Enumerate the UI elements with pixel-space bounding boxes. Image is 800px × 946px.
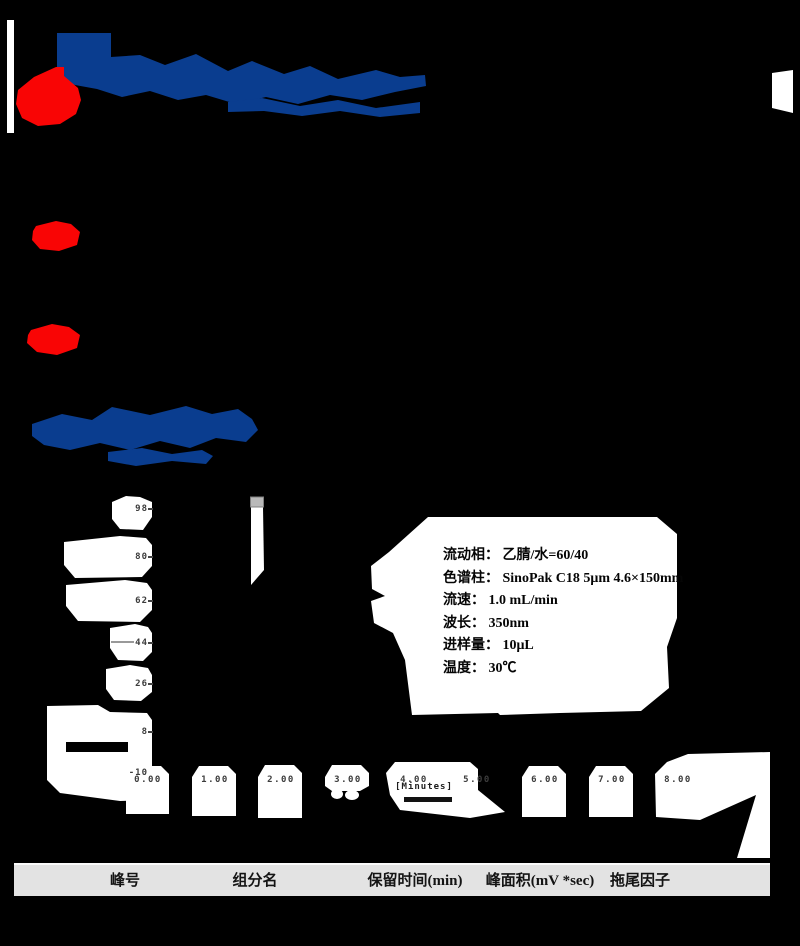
x-label-halo-6 — [522, 766, 566, 817]
baseline-halo-bottom-left — [47, 705, 152, 801]
x-tick-label-7: 7.00 — [598, 775, 626, 785]
x-tick-label-1: 1.00 — [201, 775, 229, 785]
y-tick-mark-98 — [148, 508, 153, 510]
table-header-peak-number: 峰号 — [109, 873, 141, 889]
y-label-halo-80 — [64, 536, 152, 578]
x-label-halo-4-5 — [386, 762, 505, 818]
x-label-3-noise-a — [331, 789, 343, 799]
condition-column: 色谱柱： SinoPak C18 5μm 4.6×150mm — [443, 571, 684, 586]
x-label-3-noise-b — [345, 790, 359, 800]
x-label-halo-3 — [325, 765, 369, 791]
table-header-tailing-factor: 拖尾因子 — [609, 873, 671, 889]
y-tick-mark-80 — [148, 556, 153, 558]
y-tick-mark-44 — [148, 642, 153, 644]
condition-mobile-phase: 流动相： 乙腈/水=60/40 — [443, 548, 589, 563]
company-subtitle-blue-text-blob — [228, 98, 420, 117]
table-header-peak-area: 峰面积(mV *sec) — [485, 873, 595, 889]
company-logo-red-shape — [16, 67, 81, 126]
company-logo-blue-shape — [57, 33, 426, 104]
table-top-border — [14, 863, 770, 865]
x-tick-label-5: 5.00 — [463, 775, 491, 785]
y-tick-label-44: 44 — [135, 638, 148, 648]
red-seal-blob-1 — [32, 221, 80, 251]
table-header-retention-time: 保留时间(min) — [367, 873, 463, 889]
y-label-halo-98 — [112, 496, 152, 530]
y-tick-label-n10: -10 — [128, 768, 148, 778]
x-label-4-5-smudge — [404, 797, 452, 802]
condition-flow-rate: 流速： 1.0 mL/min — [443, 593, 558, 608]
x-label-halo-7 — [589, 766, 633, 817]
x-tick-label-8: 8.00 — [664, 775, 692, 785]
margin-noise-right — [772, 70, 793, 113]
margin-noise-left — [7, 20, 14, 133]
x-label-halo-0 — [126, 766, 169, 814]
y-label-halo-62 — [66, 580, 152, 622]
y-tick-label-26: 26 — [135, 679, 148, 689]
y-tick-label-8: 8 — [141, 727, 148, 737]
y-tick-label-98: 98 — [135, 504, 148, 514]
condition-injection-volume: 进样量： 10μL — [443, 638, 534, 653]
condition-wavelength: 波长： 350nm — [443, 616, 529, 631]
table-header-band — [14, 865, 770, 896]
x-tick-label-6: 6.00 — [531, 775, 559, 785]
x-tick-label-2: 2.00 — [267, 775, 295, 785]
y-tick-label-62: 62 — [135, 596, 148, 606]
x-tick-label-3: 3.00 — [334, 775, 362, 785]
conditions-box-panel — [371, 517, 677, 715]
y-tick-mark-62 — [148, 600, 153, 602]
x-label-halo-1 — [192, 766, 236, 816]
x-label-halo-2 — [258, 765, 302, 818]
baseline-halo-notch — [66, 742, 128, 752]
x-label-halo-8 — [655, 752, 770, 858]
x-tick-label-0: 0.00 — [134, 775, 162, 785]
section-subheading-blue-blob — [108, 448, 213, 466]
y-tick-mark-8 — [148, 731, 153, 733]
chromatogram-peak — [251, 507, 264, 585]
red-seal-blob-2 — [27, 324, 80, 355]
x-tick-label-4: 4.00 — [400, 775, 428, 785]
section-heading-blue-blob — [32, 406, 258, 450]
peak-label-cap — [250, 496, 264, 508]
y-label-halo-26 — [106, 665, 152, 701]
table-header-component-name: 组分名 — [232, 873, 278, 889]
y-tick-mark-26 — [148, 683, 153, 685]
condition-temperature: 温度： 30℃ — [443, 661, 517, 676]
y-tick-label-80: 80 — [135, 552, 148, 562]
x-axis-unit-label: [Minutes] — [395, 782, 453, 792]
